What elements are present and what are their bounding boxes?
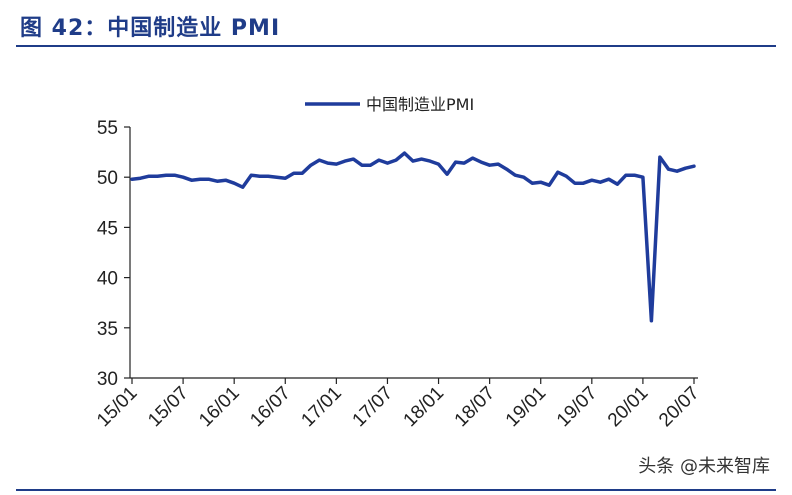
top-divider <box>16 45 776 47</box>
y-tick-label: 50 <box>97 168 118 189</box>
y-tick-label: 30 <box>97 369 118 390</box>
legend-label: 中国制造业PMI <box>366 95 474 114</box>
legend: 中国制造业PMI <box>305 95 474 114</box>
y-tick-label: 55 <box>97 118 118 139</box>
series-line-pmi <box>130 151 696 323</box>
x-tick-label: 20/01 <box>604 383 652 431</box>
y-tick-label: 45 <box>97 218 118 239</box>
x-tick-label: 16/01 <box>195 383 243 431</box>
x-tick-label: 15/07 <box>144 383 192 431</box>
bottom-divider <box>16 489 776 491</box>
x-tick-label: 20/07 <box>655 383 703 431</box>
y-tick-label: 40 <box>97 269 118 290</box>
x-tick-label: 19/07 <box>553 383 601 431</box>
x-tick-label: 16/07 <box>246 383 294 431</box>
x-axis: 15/01 15/07 16/01 16/07 17/01 17/07 18/01 18/07… <box>93 377 704 431</box>
x-tick-label: 19/01 <box>502 383 550 431</box>
x-tick-label: 17/07 <box>349 383 397 431</box>
figure-title: 图 42：中国制造业 PMI <box>20 16 281 41</box>
x-tick-label: 18/07 <box>451 383 499 431</box>
watermark-text: 头条 @未来智库 <box>638 456 770 477</box>
x-tick-label: 18/01 <box>400 383 448 431</box>
plot-area <box>130 151 696 323</box>
x-tick-label: 17/01 <box>297 383 345 431</box>
y-tick-label: 35 <box>97 319 118 340</box>
y-axis: 30 35 40 45 50 55 <box>97 118 131 390</box>
